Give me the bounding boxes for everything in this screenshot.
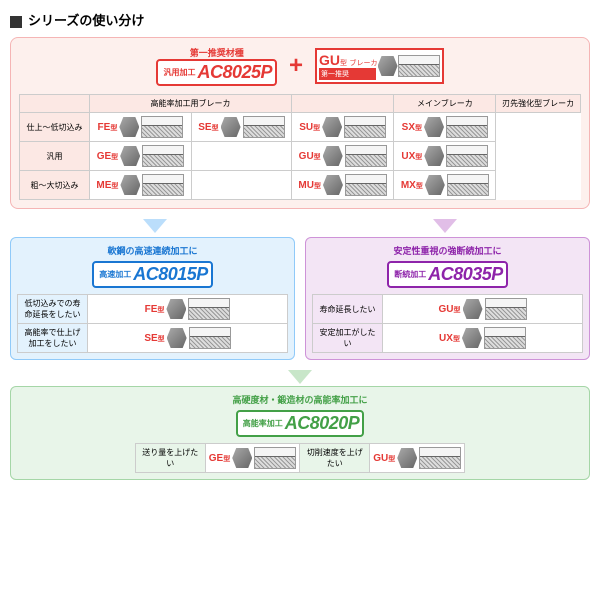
dimension-diagram bbox=[141, 116, 183, 138]
breaker-table: 高能率加工用ブレーカ メインブレーカ刃先強化型ブレーカ 仕上～低切込みFE型SE型… bbox=[19, 94, 581, 200]
row-label: 寿命延長したい bbox=[313, 295, 383, 324]
arrow-down-icon bbox=[143, 219, 167, 233]
product-badge: 高速加工 AC8015P bbox=[92, 261, 213, 288]
insert-icon bbox=[322, 117, 342, 137]
table-cell: SE型 bbox=[191, 113, 291, 142]
dimension-diagram bbox=[446, 145, 488, 167]
main-panel: 第一推奨材種 汎用加工 AC8025P + GU型 ブレーカ 第一推奨 高能率加… bbox=[10, 37, 590, 209]
insert-icon bbox=[166, 299, 186, 319]
table-header: 刃先強化型ブレーカ bbox=[496, 95, 581, 113]
table-cell: ME型 bbox=[90, 171, 192, 200]
arrow-down-icon bbox=[433, 219, 457, 233]
dimension-diagram bbox=[485, 298, 527, 320]
row-label: 汎用 bbox=[20, 142, 90, 171]
dimension-diagram bbox=[345, 145, 387, 167]
dimension-diagram bbox=[447, 174, 489, 196]
table-cell: GU型 bbox=[370, 444, 465, 473]
table-cell: UX型 bbox=[383, 324, 583, 353]
table-cell: SX型 bbox=[394, 113, 496, 142]
table-cell: FE型 bbox=[90, 113, 192, 142]
row-label: 送り量を上げたい bbox=[135, 444, 205, 473]
row-label: 粗～大切込み bbox=[20, 171, 90, 200]
insert-icon bbox=[323, 175, 343, 195]
insert-icon bbox=[424, 117, 444, 137]
arrow-row bbox=[10, 219, 590, 233]
dimension-diagram bbox=[243, 116, 285, 138]
table-cell: FE型 bbox=[88, 295, 288, 324]
dimension-diagram bbox=[142, 174, 184, 196]
gu-breaker-box: GU型 ブレーカ 第一推奨 bbox=[315, 48, 444, 84]
table-cell: GE型 bbox=[90, 142, 192, 171]
table-cell bbox=[191, 142, 291, 171]
dimension-diagram bbox=[484, 327, 526, 349]
row-label: 低切込みでの寿命延長をしたい bbox=[18, 295, 88, 324]
product-badge: 高能率加工 AC8020P bbox=[236, 410, 365, 437]
table-cell: GU型 bbox=[291, 142, 393, 171]
dimension-diagram bbox=[189, 327, 231, 349]
table-header bbox=[291, 95, 393, 113]
page-title: シリーズの使い分け bbox=[10, 10, 590, 29]
table-cell: SE型 bbox=[88, 324, 288, 353]
insert-icon bbox=[232, 448, 252, 468]
insert-icon bbox=[167, 328, 187, 348]
insert-icon bbox=[378, 56, 398, 76]
table-cell: MU型 bbox=[291, 171, 393, 200]
insert-icon bbox=[425, 175, 445, 195]
insert-icon bbox=[120, 146, 140, 166]
table-cell bbox=[191, 171, 291, 200]
row-label: 高能率で仕上げ加工をしたい bbox=[18, 324, 88, 353]
dimension-diagram bbox=[345, 174, 387, 196]
dimension-diagram bbox=[188, 298, 230, 320]
arrow-down-icon bbox=[288, 370, 312, 384]
dimension-diagram bbox=[344, 116, 386, 138]
plus-icon: + bbox=[289, 52, 303, 80]
product-badge: 断続加工 AC8035P bbox=[387, 261, 508, 288]
table-header bbox=[20, 95, 90, 113]
table-header: メインブレーカ bbox=[394, 95, 496, 113]
row-label: 仕上～低切込み bbox=[20, 113, 90, 142]
table-cell: GE型 bbox=[205, 444, 299, 473]
insert-icon bbox=[120, 175, 140, 195]
product-badge-main: 汎用加工 AC8025P bbox=[156, 59, 277, 86]
sub-panel-ac8015p: 軟鋼の高速連続加工に 高速加工 AC8015P 低切込みでの寿命延長をしたいFE… bbox=[10, 237, 295, 360]
table-cell: SU型 bbox=[291, 113, 393, 142]
dimension-diagram bbox=[142, 145, 184, 167]
table-cell: MX型 bbox=[394, 171, 496, 200]
dimension-diagram bbox=[398, 55, 440, 77]
sub-panel-ac8035p: 安定性重視の強断続加工に 断続加工 AC8035P 寿命延長したいGU型安定加工… bbox=[305, 237, 590, 360]
insert-icon bbox=[323, 146, 343, 166]
recommend-label: 第一推奨材種 bbox=[156, 46, 277, 59]
row-label: 安定加工がしたい bbox=[313, 324, 383, 353]
table-cell: GU型 bbox=[383, 295, 583, 324]
insert-icon bbox=[397, 448, 417, 468]
insert-icon bbox=[221, 117, 241, 137]
insert-icon bbox=[119, 117, 139, 137]
row-label: 切削速度を上げたい bbox=[300, 444, 370, 473]
table-cell: UX型 bbox=[394, 142, 496, 171]
dimension-diagram bbox=[419, 447, 461, 469]
sub-panel-ac8020p: 高硬度材・鍛造材の高能率加工に 高能率加工 AC8020P 送り量を上げたいGE… bbox=[10, 386, 590, 480]
insert-icon bbox=[424, 146, 444, 166]
dimension-diagram bbox=[446, 116, 488, 138]
insert-icon bbox=[462, 328, 482, 348]
table-header: 高能率加工用ブレーカ bbox=[90, 95, 292, 113]
insert-icon bbox=[463, 299, 483, 319]
dimension-diagram bbox=[254, 447, 296, 469]
